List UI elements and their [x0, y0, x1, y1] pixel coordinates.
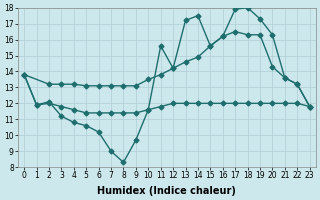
X-axis label: Humidex (Indice chaleur): Humidex (Indice chaleur): [98, 186, 236, 196]
